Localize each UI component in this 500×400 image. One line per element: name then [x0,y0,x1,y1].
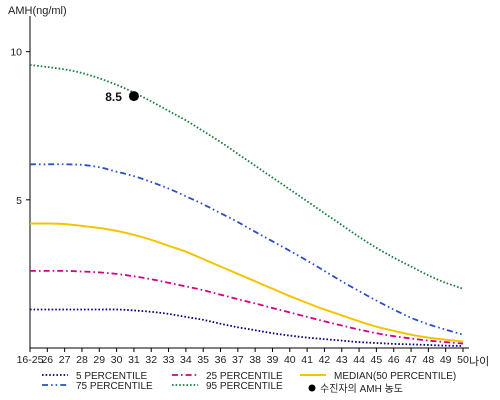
x-tick-label: 26 [41,354,53,366]
x-tick-label: 42 [319,354,331,366]
x-axis-title: 나이 [469,355,489,368]
y-axis-title: AMH(ng/ml) [8,5,67,17]
legend-marker-swatch [308,384,316,392]
x-tick-label: 43 [336,354,348,366]
x-tick-label: 16-25 [17,354,44,366]
x-tick-label: 46 [388,354,400,366]
x-tick-label: 48 [423,354,435,366]
x-tick-label: 34 [180,354,192,366]
x-tick-label: 30 [111,354,123,366]
x-tick-label: 47 [405,354,417,366]
legend-label: 95 PERCENTILE [206,381,283,392]
x-tick-label: 41 [301,354,313,366]
legend: 5 PERCENTILE 25 PERCENTILE MEDIAN(50 PERCE… [42,371,456,395]
series-lines [29,64,464,347]
x-tick-label: 31 [128,354,140,366]
series-line-25-percentile [30,269,464,345]
x-tick-label: 29 [93,354,105,366]
x-tick-label: 32 [145,354,157,366]
x-tick-label: 36 [215,354,227,366]
chart-axes [26,16,469,352]
y-tick-label: 5 [16,195,22,207]
x-tick-label: 37 [232,354,244,366]
y-tick-labels: 5 10 [10,47,22,207]
patient-marker-group: 8.5 [105,90,139,104]
y-tick-label: 10 [10,47,22,59]
series-line-median-50-percentile- [29,222,464,343]
legend-label: 수진자의 AMH 농도 [320,383,403,395]
patient-amh-value-label: 8.5 [105,90,122,104]
legend-label: MEDIAN(50 PERCENTILE) [334,371,456,382]
x-tick-label: 44 [353,354,365,366]
series-line-5-percentile [30,308,464,347]
legend-label: 5 PERCENTILE [76,371,147,382]
x-tick-label: 40 [284,354,296,366]
x-tick-label: 28 [76,354,88,366]
legend-label: 25 PERCENTILE [206,371,283,382]
x-tick-label: 27 [59,354,71,366]
x-tick-label: 50 [457,354,469,366]
x-tick-label: 49 [440,354,452,366]
x-tick-label: 39 [267,354,279,366]
x-tick-label: 35 [197,354,209,366]
x-tick-label: 33 [163,354,175,366]
x-tick-label: 38 [249,354,261,366]
patient-amh-marker [128,91,139,102]
legend-label: 75 PERCENTILE [76,381,153,392]
series-line-95-percentile [29,64,464,290]
x-tick-label: 45 [371,354,383,366]
series-line-75-percentile [30,163,464,336]
